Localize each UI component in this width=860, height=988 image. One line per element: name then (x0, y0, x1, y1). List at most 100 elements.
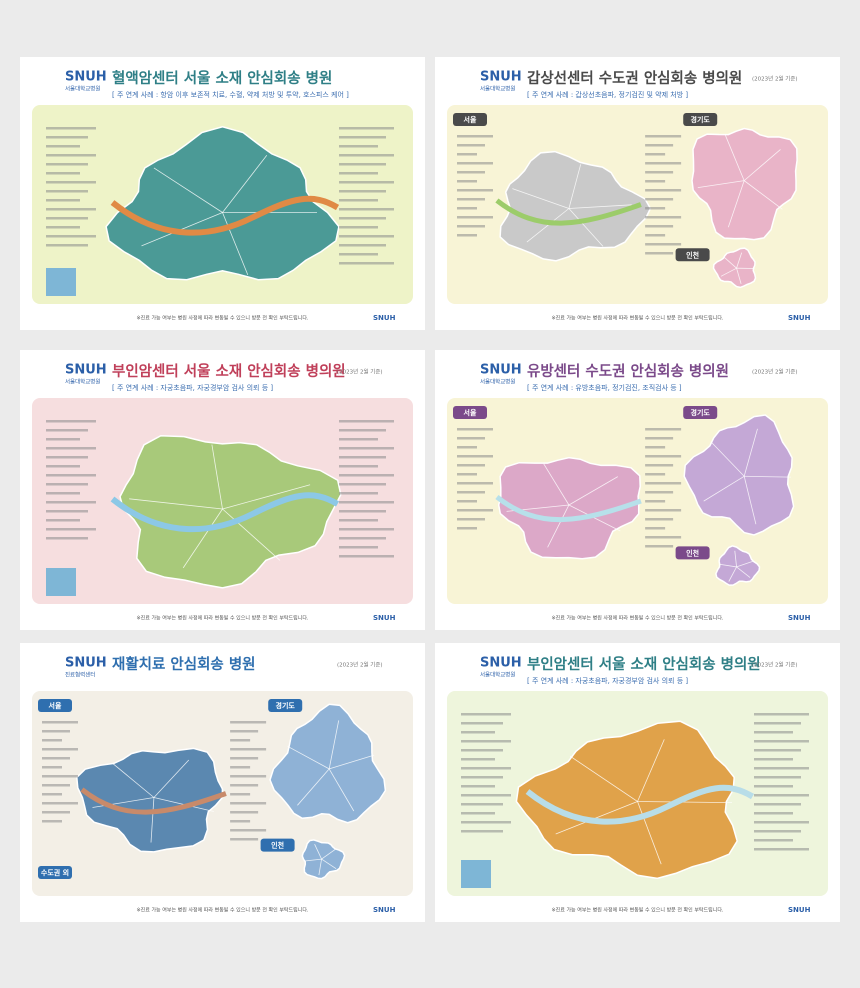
hospital-list-line (42, 721, 78, 724)
hospital-list-line (46, 420, 96, 423)
region-tag: 인천 (686, 250, 699, 259)
hospital-list-line (645, 536, 681, 539)
hospital-list-line (645, 428, 681, 431)
region-tag: 서울 (49, 701, 62, 710)
hospital-list-line (46, 519, 80, 522)
hospital-list-line (461, 767, 511, 770)
logo-subtitle: 서울대학교병원 (65, 85, 100, 93)
hospital-list-line (754, 713, 809, 716)
hospital-list-line (645, 162, 681, 165)
hospital-list-line (457, 464, 485, 467)
hospital-list-line (457, 225, 485, 228)
hospital-list-line (42, 820, 62, 823)
hospital-list-line (46, 528, 96, 531)
hospital-list-line (457, 162, 493, 165)
hospital-list-line (457, 234, 477, 237)
hospital-list-line (46, 483, 88, 486)
hospital-list-line (339, 555, 394, 558)
hospital-list-line (754, 830, 801, 833)
hospital-list-line (230, 766, 250, 769)
hospital-list-line (339, 546, 378, 549)
date-tag: (2023년 2월 기준) (752, 368, 798, 376)
building-icon (46, 568, 76, 596)
hospital-list-line (339, 438, 378, 441)
hospital-list-line (645, 252, 673, 255)
hospital-list-line (457, 216, 493, 219)
hospital-list-line (754, 803, 801, 806)
hospital-list-line (230, 838, 258, 841)
region-tag: 인천 (271, 841, 284, 850)
hospital-list-line (339, 235, 394, 238)
hospital-list-line (46, 181, 96, 184)
region-tag: 경기도 (691, 115, 711, 124)
region-tag: 서울 (464, 408, 477, 417)
hospital-list-line (339, 483, 386, 486)
hospital-list-line (457, 527, 477, 530)
poster-title: 갑상선센터 수도권 안심회송 병의원 (527, 69, 742, 87)
hospital-list-line (461, 776, 503, 779)
hospital-list-line (46, 172, 80, 175)
hospital-list-line (645, 482, 681, 485)
date-tag: (2023년 2월 기준) (337, 368, 383, 376)
hospital-list-line (339, 154, 394, 157)
hospital-list-line (645, 491, 673, 494)
hospital-list-line (42, 739, 62, 742)
logo-subtitle: 진료협력센터 (65, 671, 95, 679)
hospital-list-line (754, 731, 793, 734)
hospital-list-line (457, 428, 493, 431)
hospital-list-line (339, 199, 378, 202)
footnote: ※진료 가능 여부는 병원 사정에 따라 변동될 수 있으니 방문 전 확인 부… (551, 615, 723, 622)
hospital-list-line (230, 721, 266, 724)
hospital-list-line (645, 509, 681, 512)
hospital-list-line (230, 775, 266, 778)
region-tag: 서울 (464, 115, 477, 124)
hospital-list-line (46, 163, 88, 166)
hospital-list-line (339, 163, 386, 166)
hospital-list-line (645, 144, 673, 147)
hospital-list-line (46, 474, 96, 477)
hospital-list-line (645, 464, 673, 467)
logo-subtitle: 서울대학교병원 (480, 378, 515, 386)
hospital-list-line (46, 510, 88, 513)
hospital-list-line (230, 829, 266, 832)
hospital-list-line (461, 830, 503, 833)
hospital-list-line (457, 491, 485, 494)
hospital-list-line (754, 839, 793, 842)
poster-subtitle: [ 주 연계 사례 : 갑상선초음파, 정기검진 및 약제 처방 ] (527, 90, 688, 99)
hospital-list-line (230, 748, 266, 751)
hospital-list-line (46, 145, 80, 148)
hospital-list-line (645, 216, 681, 219)
hospital-list-line (46, 136, 88, 139)
hospital-list-line (461, 731, 495, 734)
hospital-list-line (339, 190, 386, 193)
hospital-list-line (457, 207, 477, 210)
hospital-list-line (339, 262, 394, 265)
hospital-list-line (457, 509, 493, 512)
hospital-list-line (42, 757, 70, 760)
hospital-list-line (46, 492, 80, 495)
hospital-list-line (46, 217, 88, 220)
building-icon (461, 860, 491, 888)
hospital-list-line (230, 802, 266, 805)
hospital-list-line (42, 766, 62, 769)
poster-title: 유방센터 수도권 안심회송 병의원 (527, 362, 729, 380)
hospital-list-line (46, 465, 80, 468)
hospital-list-line (457, 144, 485, 147)
hospital-list-line (645, 446, 665, 449)
logo: SNUH (65, 363, 107, 378)
hospital-list-line (339, 447, 394, 450)
hospital-list-line (230, 730, 258, 733)
footer-logo: SNUH (373, 314, 396, 322)
footer-logo: SNUH (373, 614, 396, 622)
footer-logo: SNUH (373, 906, 396, 914)
hospital-list-line (339, 429, 386, 432)
hospital-list-line (339, 181, 394, 184)
hospital-list-line (46, 208, 96, 211)
hospital-list-line (645, 437, 673, 440)
region-tag: 수도권 외 (41, 868, 69, 877)
hospital-list-line (754, 821, 809, 824)
hospital-list-line (754, 785, 793, 788)
hospital-list-line (230, 811, 258, 814)
